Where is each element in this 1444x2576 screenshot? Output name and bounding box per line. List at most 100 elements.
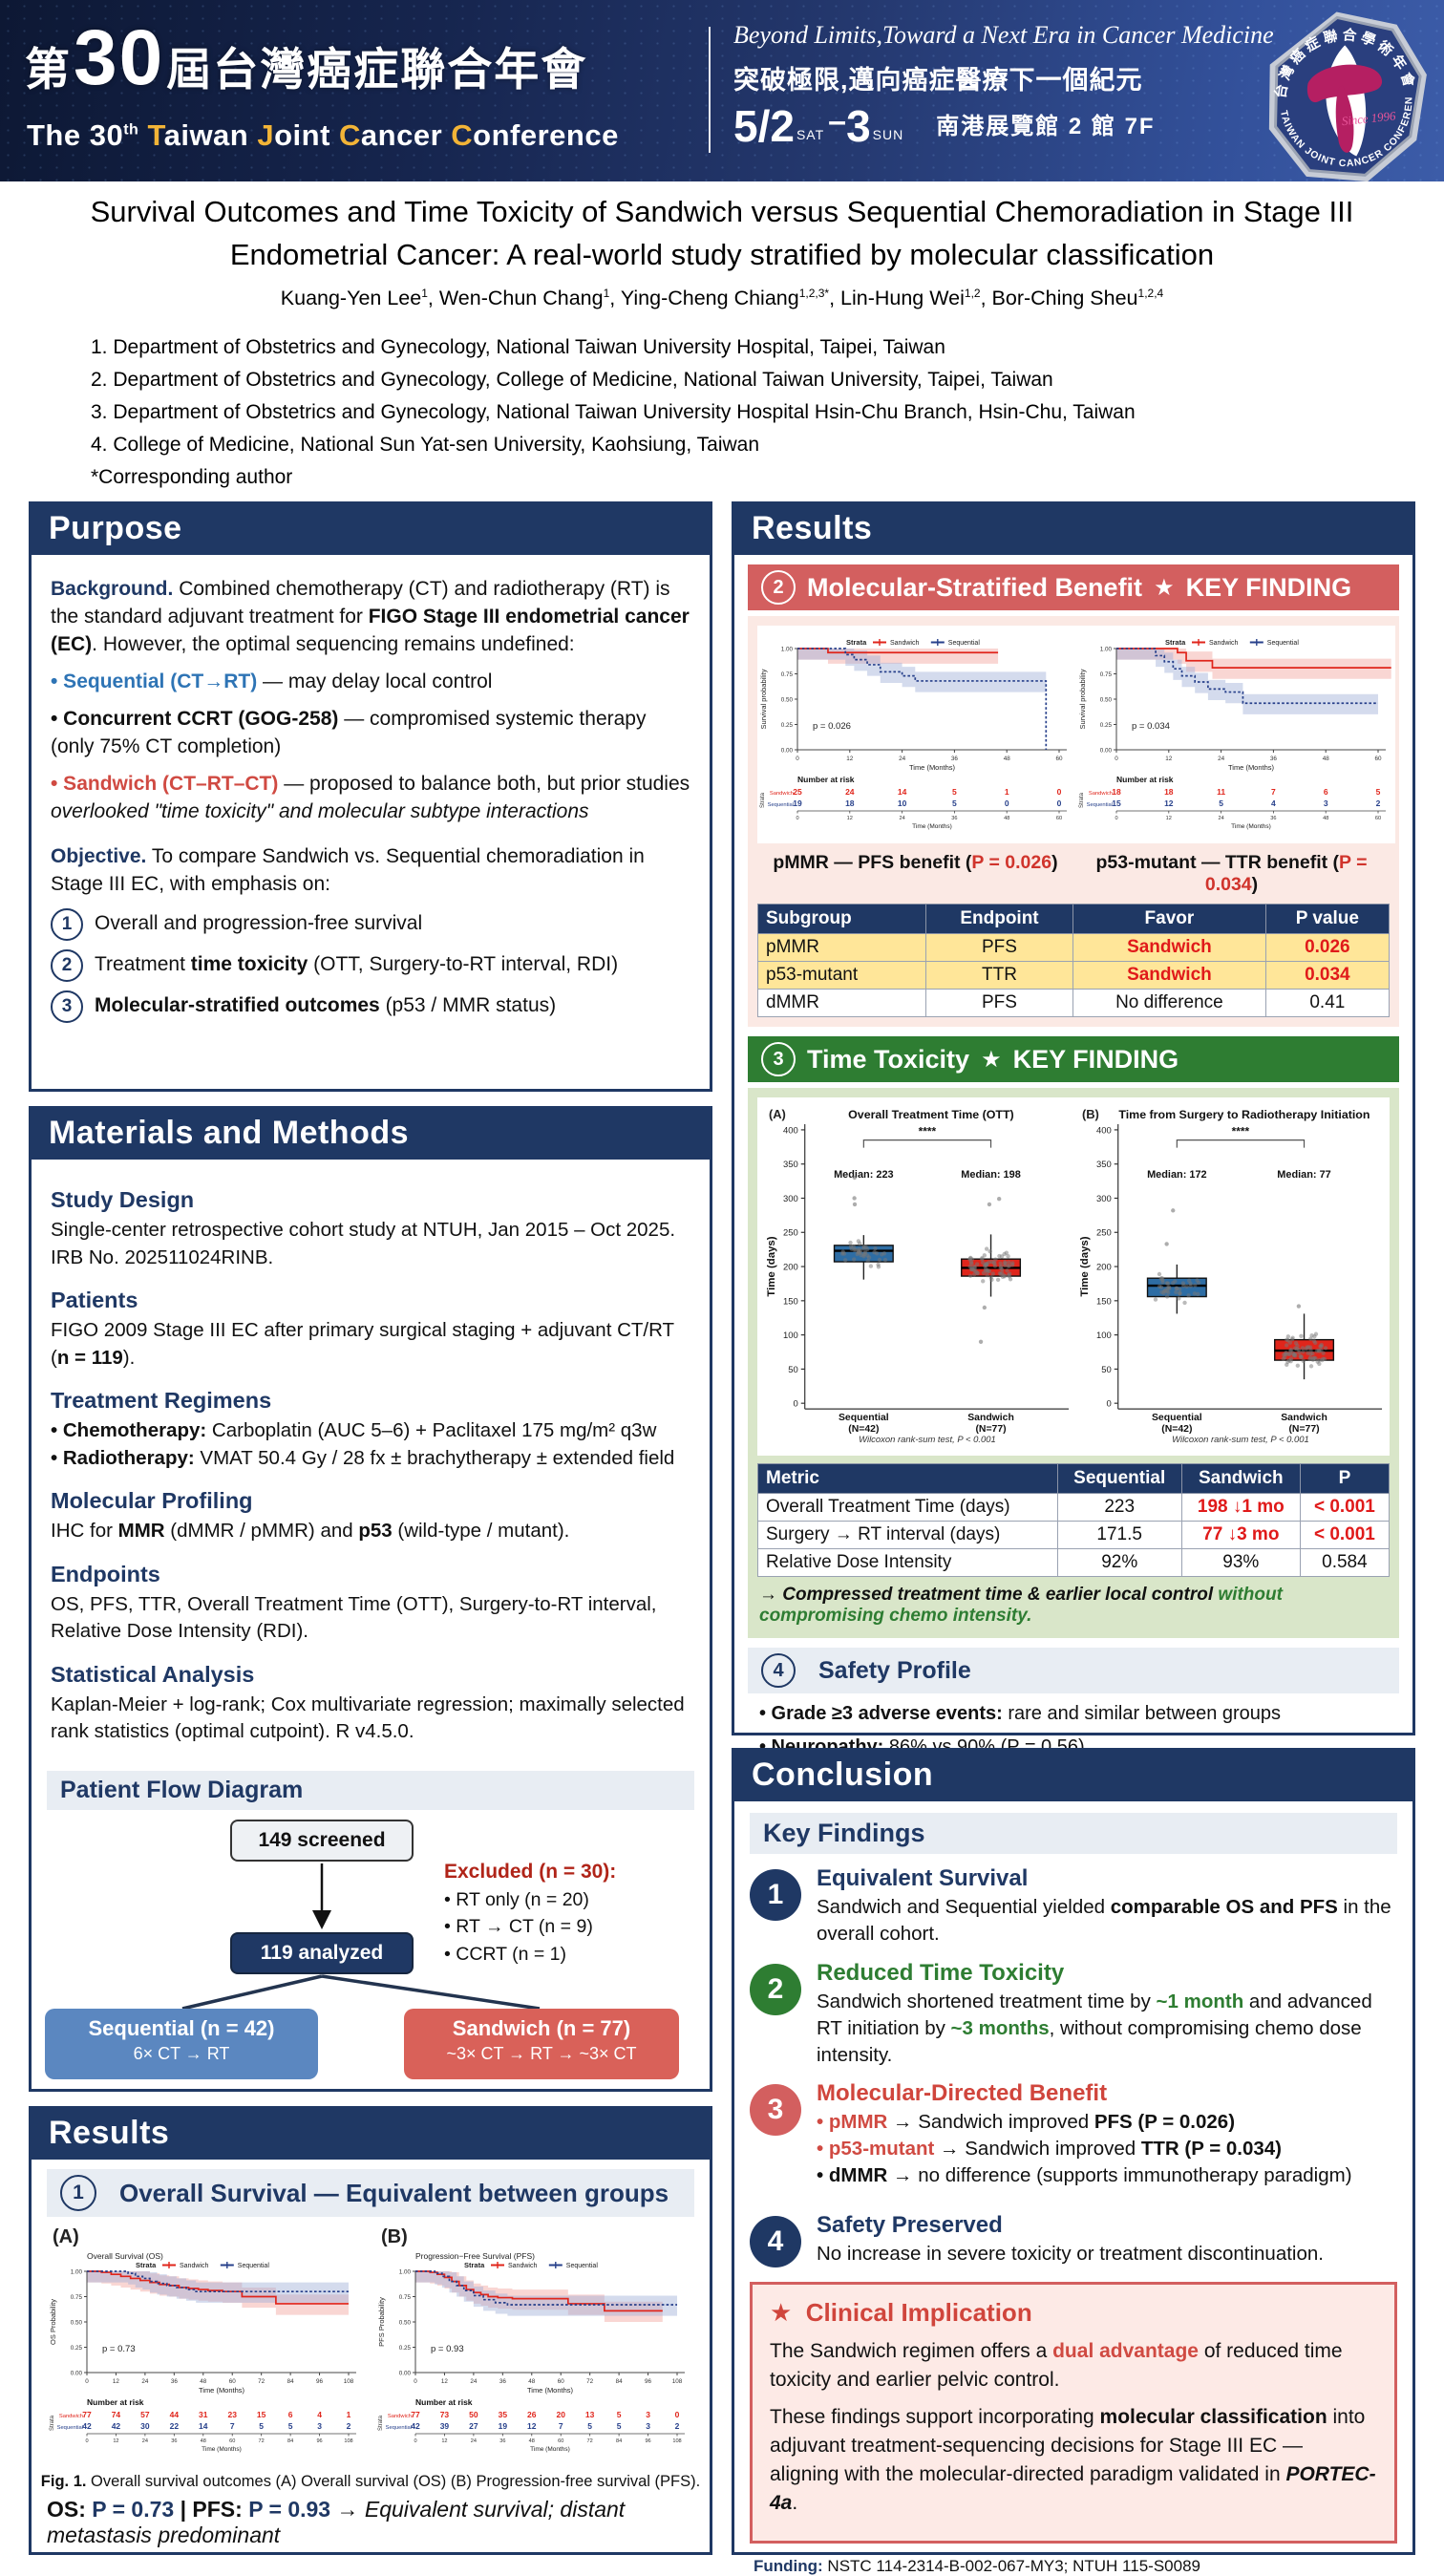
svg-text:50: 50 (469, 2410, 478, 2419)
conclusion-header: Conclusion (734, 1751, 1412, 1801)
svg-text:Sandwich: Sandwich (1089, 791, 1113, 797)
svg-text:1: 1 (1005, 787, 1009, 797)
background-text2: . However, the optimal sequencing remain… (92, 632, 575, 655)
svg-text:0: 0 (794, 1399, 798, 1410)
svg-text:48: 48 (1004, 756, 1011, 762)
svg-text:72: 72 (259, 2438, 265, 2444)
svg-text:Time from Surgery to Radiother: Time from Surgery to Radiotherapy Initia… (1118, 1108, 1370, 1121)
f3b1-bold: PFS (P = 0.026) (1094, 2111, 1236, 2134)
svg-text:108: 108 (344, 2378, 354, 2385)
finding-3-bullet-1: • pMMR → Sandwich improved PFS (P = 0.02… (817, 2111, 1352, 2134)
svg-text:0: 0 (1057, 798, 1062, 808)
p53-caption: p53-mutant — TTR benefit (P = 0.034) (1073, 852, 1390, 896)
conference-title-cn: 第 30 屆台灣癌症聯合年會 (25, 14, 587, 101)
svg-text:p = 0.034: p = 0.034 (1132, 721, 1170, 732)
km-os-chart: Overall Survival (OS) Strata Sandwich Seque… (47, 2248, 366, 2471)
svg-text:2: 2 (347, 2421, 351, 2431)
svg-text:0.00: 0.00 (781, 747, 794, 754)
flow-sandwich-title: Sandwich (n = 77) (452, 2015, 631, 2040)
subgroup-table: Subgroup Endpoint Favor P value pMMR PFS Sandw… (757, 904, 1391, 1017)
stat-arrow: → (330, 2497, 365, 2522)
svg-text:48: 48 (201, 2438, 206, 2444)
stat-separator: | (174, 2497, 193, 2522)
svg-text:18: 18 (845, 798, 855, 808)
svg-text:23: 23 (227, 2410, 237, 2419)
svg-text:0.50: 0.50 (399, 2319, 412, 2326)
radio-lead: • Radiotherapy: (51, 1446, 195, 1469)
svg-text:0.25: 0.25 (71, 2345, 83, 2352)
p53-caption-text: p53-mutant — TTR benefit ( (1095, 852, 1340, 873)
results-molecular-panel: Results 2 Molecular-Stratified Benefit ★… (732, 501, 1415, 1818)
svg-text:Wilcoxon rank-sum test, P < 0.: Wilcoxon rank-sum test, P < 0.001 (1172, 1435, 1309, 1445)
flow-sequential-title: Sequential (n = 42) (88, 2015, 275, 2040)
svg-text:6: 6 (1324, 787, 1328, 797)
svg-text:5: 5 (1219, 798, 1223, 808)
section4-number: 4 (761, 1653, 796, 1688)
bullet-sandwich-italic: overlooked "time toxicity" and molecular… (51, 799, 589, 822)
safety-bullet-1: • Grade ≥3 adverse events: rare and simi… (759, 1700, 1388, 1727)
mol-t1: IHC for (51, 1520, 118, 1543)
time-toxicity-content: (A) Overall Treatment Time (OTT) 0 50 100 150… (748, 1088, 1399, 1638)
purpose-header: Purpose (32, 504, 710, 555)
svg-text:150: 150 (783, 1296, 798, 1307)
svg-text:24: 24 (141, 2378, 149, 2385)
finding-4-body: No increase in severe toxicity or treatm… (817, 2243, 1324, 2266)
section4-title: Safety Profile (818, 1656, 971, 1684)
patients-text: FIGO 2009 Stage III EC after primary sur… (51, 1317, 690, 1372)
svg-text:Sandwich: Sandwich (967, 1413, 1014, 1423)
svg-text:77: 77 (411, 2410, 420, 2419)
svg-text:100: 100 (783, 1331, 798, 1341)
patient-flow-diagram: 149 screened Excluded (n = 30): • RT onl… (39, 1816, 702, 2089)
finding-2-heading: Reduced Time Toxicity (817, 1959, 1065, 1986)
flow-screened-box: 149 screened (230, 1819, 414, 1862)
svg-text:5: 5 (1376, 787, 1381, 797)
svg-text:24: 24 (845, 787, 855, 797)
svg-text:0.50: 0.50 (1100, 696, 1113, 703)
svg-text:0: 0 (85, 2378, 89, 2385)
affiliation-2: 2. Department of Obstetrics and Gynecolo… (91, 369, 1053, 392)
svg-text:60: 60 (1056, 816, 1062, 821)
cn-title-num: 30 (74, 14, 165, 101)
ci-p2-t3: . (792, 2491, 798, 2514)
panel-a-label: (A) (53, 2226, 79, 2247)
svg-text:250: 250 (1096, 1228, 1112, 1239)
finding-1-t2: in the overall cohort. (817, 1896, 1391, 1946)
svg-text:42: 42 (112, 2421, 121, 2431)
svg-text:Sequential: Sequential (1152, 1413, 1202, 1423)
objective-3-post: (p53 / MMR status) (379, 994, 557, 1017)
svg-text:Strata: Strata (136, 2261, 157, 2269)
svg-text:Sequential: Sequential (948, 640, 981, 647)
flow-sequential-subtitle: 6× CT → RT (133, 2043, 230, 2063)
finding-2: 2 Reduced Time Toxicity Sandwich shorten… (750, 1960, 1397, 2070)
objective-2-post: (OTT, Surgery-to-RT interval, RDI) (308, 953, 619, 976)
study-design-heading: Study Design (51, 1187, 195, 1212)
svg-text:12: 12 (846, 756, 854, 762)
finding-3-bullets: • pMMR → Sandwich improved PFS (P = 0.02… (817, 2111, 1352, 2187)
objective-lead: Objective. (51, 844, 147, 867)
svg-text:Strata: Strata (760, 792, 766, 808)
en-title-pre: The 30 (27, 118, 124, 152)
svg-text:24: 24 (471, 2438, 477, 2444)
svg-text:5: 5 (288, 2421, 293, 2431)
svg-text:Median: 198: Median: 198 (961, 1169, 1021, 1181)
svg-text:7: 7 (230, 2421, 235, 2431)
metric-table: Metric Sequential Sandwich P Overall Treatme… (757, 1463, 1391, 1577)
section2-key-finding: KEY FINDING (1185, 572, 1352, 602)
svg-text:27: 27 (469, 2421, 478, 2431)
endpoints-text: OS, PFS, TTR, Overall Treatment Time (OT… (51, 1593, 657, 1643)
statistics-text: Kaplan-Meier + log-rank; Cox multivariat… (51, 1693, 685, 1743)
section1-banner: 1 Overall Survival — Equivalent between … (47, 2169, 694, 2217)
svg-text:300: 300 (783, 1194, 798, 1204)
table-row: Overall Treatment Time (days) 223 198 ↓1 m… (757, 1493, 1391, 1522)
pmmr-caption-p: P = 0.026 (971, 852, 1052, 873)
svg-text:Median: 77: Median: 77 (1277, 1169, 1330, 1181)
en-rest-t: aiwan (163, 118, 258, 152)
svg-text:OS Probability: OS Probability (49, 2299, 57, 2345)
f3b1-lead: • pMMR (817, 2111, 888, 2134)
finding-3-heading: Molecular-Directed Benefit (817, 2080, 1108, 2107)
svg-text:0.50: 0.50 (781, 696, 794, 703)
svg-text:5: 5 (617, 2421, 622, 2431)
boxplot-svg: (A) Overall Treatment Time (OTT) 0 50 100 150… (761, 1103, 1074, 1445)
svg-text:72: 72 (586, 2378, 594, 2385)
svg-text:1: 1 (347, 2410, 351, 2419)
